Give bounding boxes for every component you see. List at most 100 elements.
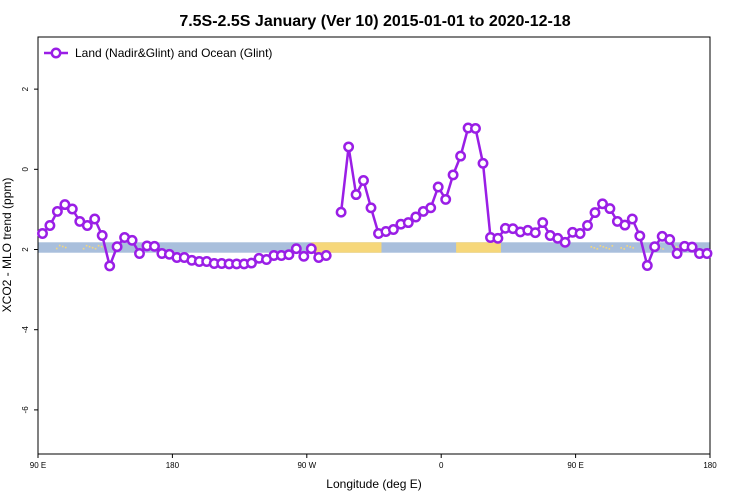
data-point	[66, 203, 78, 215]
island-speck	[64, 246, 67, 249]
data-point	[597, 198, 608, 210]
data-point	[104, 260, 116, 272]
island-speck	[85, 244, 88, 247]
island-speck	[61, 245, 64, 248]
y-axis-label: XCO2 - MLO trend (ppm)	[0, 178, 14, 313]
x-tick-label: 90 W	[297, 461, 316, 470]
island-speck	[100, 245, 103, 248]
data-point	[365, 202, 377, 214]
data-point	[283, 249, 295, 261]
land-band	[456, 242, 501, 253]
data-point	[111, 241, 123, 253]
data-point	[701, 248, 713, 259]
island-speck	[97, 244, 100, 247]
data-point	[320, 250, 332, 261]
data-point	[290, 243, 302, 255]
data-point	[96, 230, 108, 241]
x-tick-label: 90 E	[30, 461, 46, 470]
data-point	[477, 157, 489, 169]
y-tick-label: -6	[21, 406, 30, 414]
data-point	[81, 220, 93, 231]
y-tick-label: 2	[21, 247, 30, 252]
island-speck	[629, 246, 631, 248]
y-tick-label: 2	[21, 86, 30, 91]
series-layer	[37, 122, 713, 272]
data-point	[343, 141, 355, 153]
data-point	[664, 234, 676, 245]
data-point	[619, 219, 631, 231]
island-speck	[626, 245, 628, 247]
island-speck	[602, 246, 605, 248]
legend-label: Land (Nadir&Glint) and Ocean (Glint)	[75, 46, 272, 60]
legend: Land (Nadir&Glint) and Ocean (Glint)	[44, 46, 272, 60]
island-speck	[675, 245, 678, 248]
data-point	[634, 230, 646, 242]
data-point	[246, 257, 257, 269]
data-point	[298, 250, 310, 262]
island-speck	[58, 244, 61, 247]
y-tick-label: 0	[21, 167, 30, 172]
data-point	[559, 236, 571, 248]
island-speck	[662, 248, 664, 250]
data-point	[440, 193, 452, 205]
data-point	[44, 220, 56, 231]
data-point	[89, 213, 101, 225]
data-point	[126, 234, 138, 246]
data-point	[432, 181, 444, 193]
data-point	[641, 260, 653, 271]
data-point	[447, 169, 459, 181]
island-speck	[623, 248, 625, 250]
x-tick-label: 0	[439, 461, 444, 470]
legend-marker-sample	[50, 47, 62, 59]
data-point	[387, 224, 399, 235]
data-point	[686, 241, 698, 253]
data-point	[529, 227, 541, 239]
chart-title: 7.5S-2.5S January (Ver 10) 2015-01-01 to…	[179, 13, 570, 30]
island-speck	[620, 247, 622, 249]
data-point	[626, 213, 638, 225]
plot-frame	[37, 36, 711, 455]
data-point	[492, 232, 504, 244]
island-speck	[82, 247, 85, 250]
data-point	[455, 150, 467, 162]
data-point	[649, 241, 661, 253]
island-speck	[596, 248, 599, 250]
x-axis-label: Longitude (deg E)	[326, 477, 421, 491]
data-point	[470, 122, 481, 134]
island-speck	[88, 245, 91, 248]
data-point	[37, 228, 48, 239]
x-tick-label: 90 E	[567, 461, 583, 470]
data-point	[582, 220, 593, 231]
island-speck	[608, 248, 611, 250]
data-point	[671, 248, 683, 259]
island-speck	[590, 246, 593, 248]
data-point	[604, 203, 616, 215]
island-speck	[91, 246, 94, 249]
x-tick-label: 180	[703, 461, 717, 470]
land-band	[311, 242, 382, 253]
data-point	[305, 243, 317, 255]
island-speck	[55, 247, 58, 250]
x-tick-label: 180	[166, 461, 180, 470]
y-axis: 2 0 2 -4 -6	[21, 86, 38, 413]
island-speck	[659, 247, 661, 249]
data-point	[425, 202, 437, 214]
data-point	[537, 217, 549, 229]
data-point	[134, 248, 145, 259]
y-tick-label: -4	[21, 326, 30, 334]
data-point	[51, 205, 63, 217]
data-point	[358, 175, 369, 186]
data-point	[335, 206, 347, 218]
island-speck	[599, 245, 602, 247]
data-point	[402, 217, 414, 229]
data-point	[350, 189, 362, 201]
island-speck	[593, 247, 596, 249]
x-axis: 90 E 180 90 W 0 90 E 180	[30, 454, 717, 470]
data-point	[589, 207, 601, 219]
data-point	[410, 211, 422, 223]
island-speck	[605, 247, 608, 249]
data-point	[149, 240, 160, 252]
island-speck	[611, 245, 614, 247]
island-speck	[632, 247, 634, 249]
